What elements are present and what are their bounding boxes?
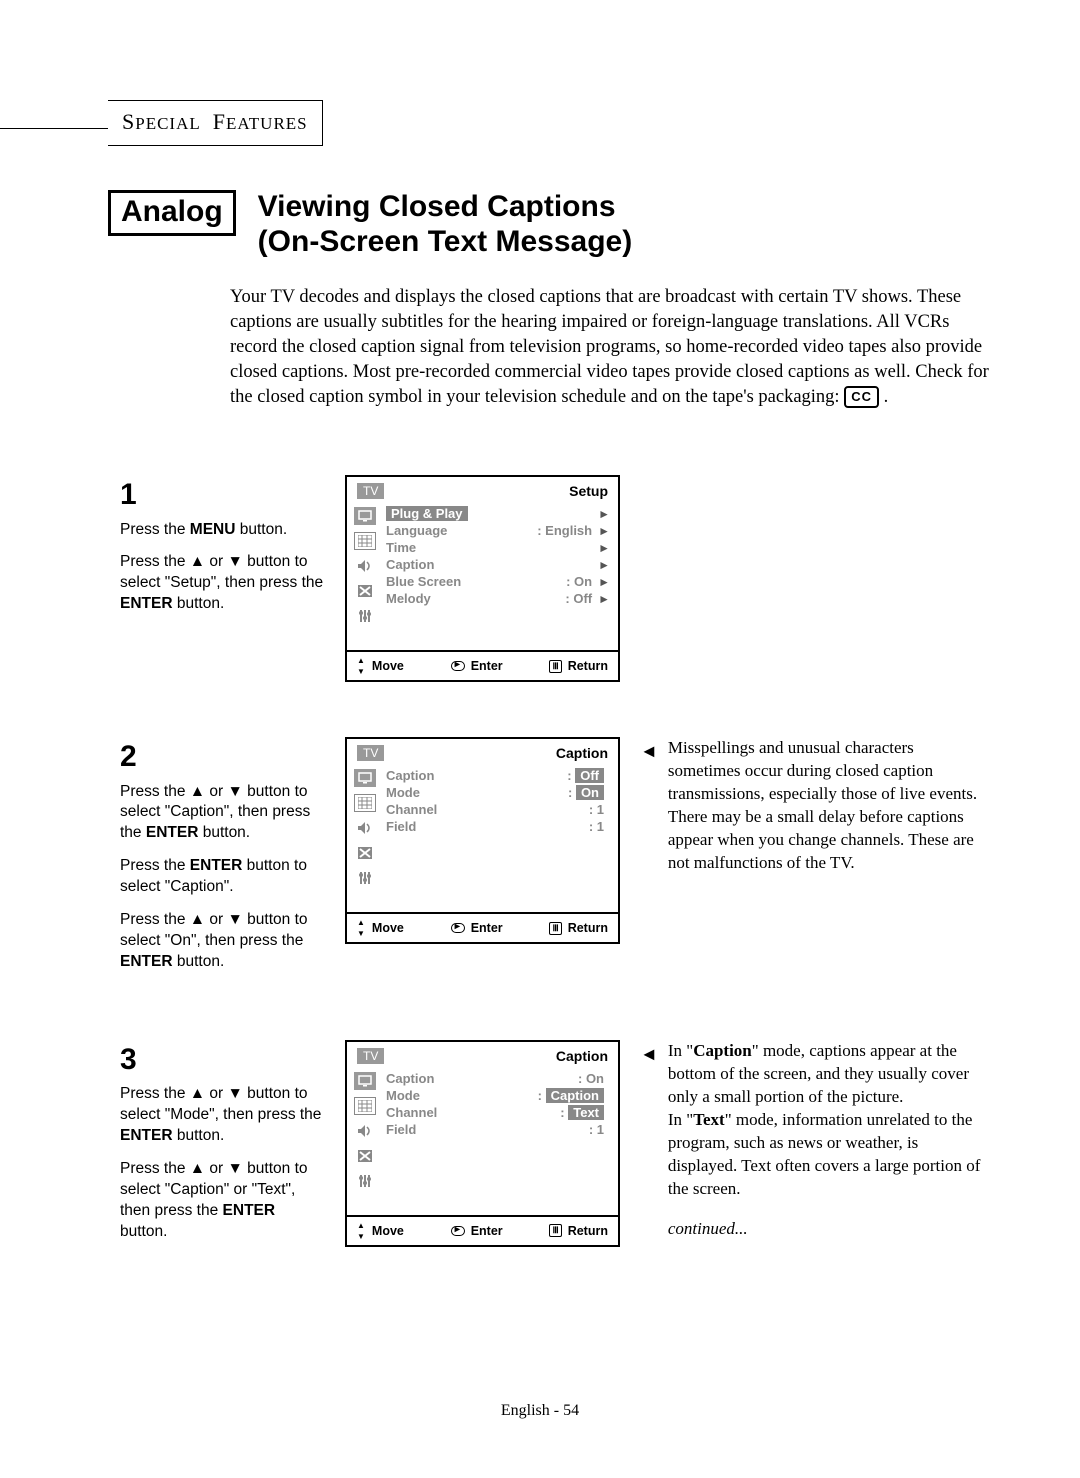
analog-badge: Analog	[108, 190, 236, 236]
osd-menu: TVCaptionCaption: OnMode: CaptionChannel…	[345, 1040, 620, 1247]
step-instructions: 1Press the MENU button.Press the ▲ or ▼ …	[120, 475, 325, 627]
page-title: Viewing Closed Captions (On-Screen Text …	[258, 190, 633, 259]
page-number: English - 54	[0, 1402, 1080, 1420]
step-instructions: 2Press the ▲ or ▼ button to select "Capt…	[120, 737, 325, 985]
step-note: ◄Misspellings and unusual characters som…	[640, 737, 990, 875]
step-note: ◄In "Caption" mode, captions appear at t…	[640, 1040, 990, 1242]
osd-menu: TVCaptionCaption: OffMode: OnChannel: 1F…	[345, 737, 620, 944]
osd-menu: TVSetupPlug & Play►Language: English►Tim…	[345, 475, 620, 682]
cc-icon: CC	[844, 386, 879, 409]
section-header: SPECIAL FEATURES	[108, 100, 323, 146]
step-instructions: 3Press the ▲ or ▼ button to select "Mode…	[120, 1040, 325, 1255]
intro-paragraph: Your TV decodes and displays the closed …	[230, 285, 990, 410]
